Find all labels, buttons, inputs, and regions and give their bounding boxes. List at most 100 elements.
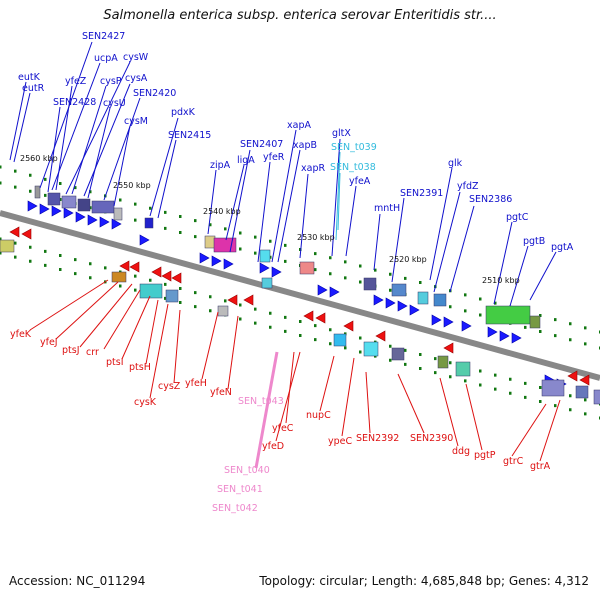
coordinate-tick-label: 2510 kbp xyxy=(482,276,520,285)
forward-gene-arrow xyxy=(199,252,210,264)
leader-line xyxy=(13,92,31,163)
leader-line xyxy=(79,283,133,348)
tick-dot xyxy=(149,206,152,210)
leader-line xyxy=(225,164,245,241)
reverse-gene-arrow xyxy=(315,312,326,324)
tick-dot xyxy=(269,239,272,243)
top-gene-label: SEN2391 xyxy=(400,188,443,199)
accession-text: Accession: NC_011294 xyxy=(9,574,146,588)
top-gene-label: SEN2407 xyxy=(240,139,283,150)
leader-line xyxy=(373,213,381,271)
leader-line xyxy=(449,205,475,293)
tick-dot xyxy=(179,215,182,218)
reverse-gene-arrow xyxy=(129,261,140,273)
bottom-gene-label: pgtP xyxy=(474,450,496,461)
reverse-gene-arrow xyxy=(151,266,162,278)
tick-dot xyxy=(89,276,92,280)
tick-dot xyxy=(239,231,242,235)
top-gene-label: xapB xyxy=(293,140,317,151)
tick-dot xyxy=(119,284,122,288)
leader-line xyxy=(29,279,109,331)
tick-dot xyxy=(314,338,317,342)
top-gene-label: cysP xyxy=(100,76,122,87)
tick-dot xyxy=(449,375,452,379)
tick-dot xyxy=(494,301,497,305)
top-gene-label: mntH xyxy=(374,203,400,214)
tick-dot xyxy=(164,282,167,286)
gene-feature-box xyxy=(541,379,565,397)
genome-backbone xyxy=(0,210,600,381)
bottom-gene-label: nupC xyxy=(306,410,331,421)
tick-dot xyxy=(179,231,182,234)
forward-gene-arrow xyxy=(51,205,62,217)
tick-dot xyxy=(29,259,32,263)
gene-feature-box xyxy=(593,389,600,405)
leader-line xyxy=(529,251,557,301)
top-gene-label: pdxK xyxy=(171,107,196,118)
top-gene-label: pgtC xyxy=(506,212,529,223)
forward-gene-arrow xyxy=(211,255,222,267)
leader-line xyxy=(397,373,425,434)
tick-dot xyxy=(464,293,467,297)
tick-dot xyxy=(89,262,92,266)
reverse-gene-arrow xyxy=(243,294,254,306)
tick-dot xyxy=(404,362,407,366)
tick-dot xyxy=(344,346,347,350)
tick-dot xyxy=(134,274,137,278)
bottom-gene-label: crr xyxy=(86,347,99,358)
leader-line xyxy=(335,151,341,241)
rna-gene-label: gltX xyxy=(332,128,351,139)
coordinate-tick-label: 2530 kbp xyxy=(297,233,335,242)
tick-dot xyxy=(299,248,302,251)
tick-dot xyxy=(329,272,332,276)
leader-line xyxy=(39,41,93,189)
tick-dot xyxy=(569,394,572,398)
coordinate-tick-label: 2550 kbp xyxy=(113,181,151,190)
reverse-gene-arrow xyxy=(567,370,578,382)
gene-feature-box xyxy=(455,361,471,377)
leader-line xyxy=(433,191,461,293)
tick-dot xyxy=(149,278,152,282)
gene-feature-box xyxy=(113,207,123,221)
top-gene-label: cysU xyxy=(103,98,126,109)
tick-dot xyxy=(104,266,107,270)
leader-line xyxy=(429,167,453,281)
tick-dot xyxy=(209,295,212,299)
forward-gene-arrow xyxy=(397,300,408,312)
reverse-gene-arrow xyxy=(9,226,20,238)
forward-gene-arrow xyxy=(259,262,270,274)
tick-dot xyxy=(329,342,332,346)
bottom-gene-label: yfeD xyxy=(262,441,284,452)
leader-line xyxy=(149,303,169,399)
tick-dot xyxy=(539,400,542,403)
forward-gene-arrow xyxy=(385,297,396,309)
gene-feature-box xyxy=(61,195,77,209)
tick-dot xyxy=(299,334,302,337)
top-gene-label: yfeZ xyxy=(65,76,87,87)
forward-gene-arrow xyxy=(373,294,384,306)
top-gene-label: SEN2428 xyxy=(53,97,96,108)
gene-feature-box xyxy=(261,277,273,289)
tick-dot xyxy=(74,258,77,262)
tick-dot xyxy=(0,237,2,241)
leader-line xyxy=(319,355,335,412)
tick-dot xyxy=(14,241,17,245)
leader-line xyxy=(103,97,141,201)
reverse-gene-arrow xyxy=(161,270,172,282)
tick-dot xyxy=(389,272,392,276)
forward-gene-arrow xyxy=(487,326,498,338)
tick-dot xyxy=(404,276,407,280)
backbone-line xyxy=(0,210,600,381)
top-gene-label: SEN2386 xyxy=(469,194,512,205)
tick-dot xyxy=(314,324,317,328)
tick-dot xyxy=(389,288,392,292)
forward-gene-arrow xyxy=(27,200,38,212)
bottom-gene-label: gtrA xyxy=(530,461,551,472)
reverse-gene-arrow xyxy=(227,294,238,306)
leader-line xyxy=(439,377,459,447)
forward-gene-arrow xyxy=(223,258,234,270)
tick-dot xyxy=(59,182,62,185)
forward-gene-arrow xyxy=(443,316,454,328)
coordinate-tick-label: 2560 kbp xyxy=(20,154,58,163)
top-gene-label: eutK xyxy=(18,72,41,83)
